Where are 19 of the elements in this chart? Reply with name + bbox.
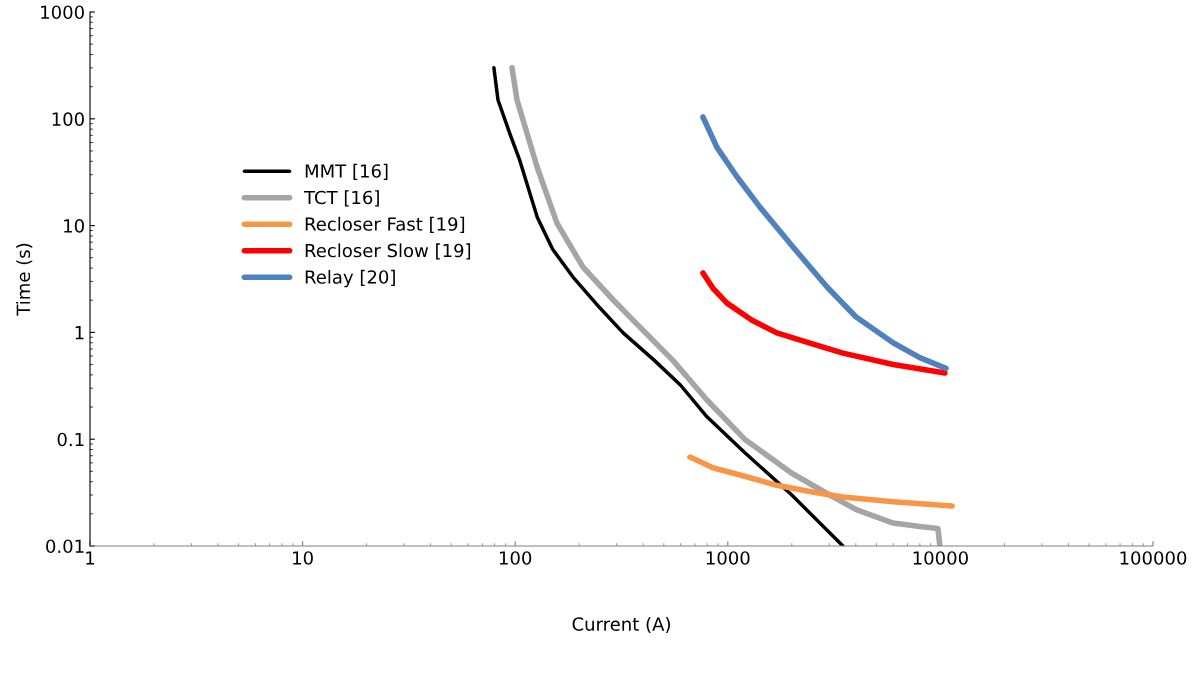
y-tick-label: 0.1 xyxy=(57,432,84,447)
x-tick-label: 1 xyxy=(86,551,95,565)
legend-label: Recloser Slow [19] xyxy=(305,243,471,260)
x-tick-label: 10000 xyxy=(913,551,968,565)
x-tick-label: 100 xyxy=(499,551,532,565)
x-tick-label: 10 xyxy=(293,551,313,565)
y-tick-label: 0.01 xyxy=(46,539,84,554)
x-tick-label: 1000 xyxy=(706,551,750,565)
x-axis-title: Current (A) xyxy=(572,616,670,634)
y-tick-label: 1000 xyxy=(41,5,84,20)
legend-label: MMT [16] xyxy=(305,163,388,180)
y-tick-label: 100 xyxy=(52,112,84,126)
y-tick-label: 1 xyxy=(75,326,84,340)
legend-label: Recloser Fast [19] xyxy=(305,216,465,233)
y-tick-label: 10 xyxy=(64,219,84,233)
y-axis-title: Time (s) xyxy=(16,243,33,316)
legend-label: TCT [16] xyxy=(303,190,379,207)
x-tick-label: 100000 xyxy=(1120,551,1187,565)
legend-label: Relay [20] xyxy=(305,269,395,288)
